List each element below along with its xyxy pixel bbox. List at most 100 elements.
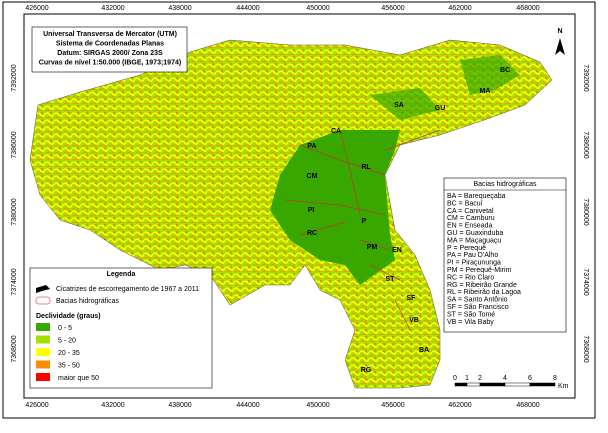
scale-bar: 0 1 2 4 6 8Km — [453, 375, 569, 390]
x-coord-label: 426000 — [25, 5, 48, 12]
basin-label: SA — [394, 102, 404, 109]
header-line: Universal Transversa de Mercator (UTM) — [43, 31, 177, 38]
y-coord-label: 7380000 — [582, 198, 589, 225]
scale-tick: 2 — [478, 375, 482, 382]
x-coord-label: 426000 — [25, 402, 48, 409]
plain-patch — [370, 55, 520, 120]
x-coord-label: 450000 — [306, 5, 329, 12]
x-coord-label: 444000 — [236, 5, 259, 12]
x-coord-label: 444000 — [236, 402, 259, 409]
scale-unit: Km — [558, 383, 569, 390]
basin-key-item: PM = Perequê-Mirim — [447, 267, 512, 274]
basin-label: BC — [500, 67, 510, 74]
class-swatch — [36, 335, 50, 344]
class-swatch — [36, 360, 50, 369]
x-coord-label: 468000 — [516, 5, 539, 12]
y-coord-label: 7374000 — [582, 268, 589, 295]
y-coord-label: 7368000 — [11, 335, 18, 362]
class-swatch — [36, 373, 50, 381]
x-coord-label: 468000 — [516, 402, 539, 409]
basin-key-item: PI = Piraçununga — [447, 260, 501, 267]
class-swatch — [36, 323, 50, 331]
basin-key-box — [443, 177, 567, 333]
slope-title: Declividade (graus) — [36, 313, 101, 320]
header-line: Datum: SIRGAS 2000/ Zona 23S — [57, 50, 163, 57]
basin-label: PM — [367, 244, 378, 251]
x-coord-label: 432000 — [101, 402, 124, 409]
y-coord-label: 7392000 — [582, 64, 589, 91]
scale-segment — [504, 382, 531, 387]
basin-key-item: ST = São Tomé — [447, 311, 495, 318]
header-line: Curvas de nível 1:50.000 (IBGE, 1973;197… — [39, 60, 181, 67]
y-coord-label: 7392000 — [11, 64, 18, 91]
north-label: N — [557, 28, 562, 35]
y-coord-label: 7386000 — [11, 131, 18, 158]
basin-key-item: CA = Canivetal — [447, 208, 494, 215]
scale-segment — [454, 382, 468, 387]
class-label: 5 - 20 — [58, 338, 76, 345]
y-coord-label: 7368000 — [582, 335, 589, 362]
basin-key-item: BC = Bacuí — [447, 200, 483, 207]
basin-key-item: RL = Ribeirão da Lagoa — [447, 289, 521, 296]
rivers — [284, 129, 441, 331]
basin-label: RG — [361, 367, 372, 374]
legend-item: Bacias hidrográficas — [56, 298, 120, 305]
scar-symbol — [36, 285, 50, 293]
basin-label: RC — [307, 230, 317, 237]
scale-segment — [529, 382, 556, 387]
basin-label: SF — [407, 295, 417, 302]
basin-key-item: EN = Enseada — [447, 223, 492, 230]
class-label: 35 - 50 — [58, 363, 80, 370]
basin-label: BA — [419, 347, 429, 354]
basin-label: P — [362, 218, 367, 225]
basin-key-item: P = Perequê — [447, 245, 486, 252]
legend-title: Legenda — [107, 271, 136, 278]
legend-item: Cicatrizes de escorregamento de 1967 a 2… — [56, 286, 199, 293]
class-label: 0 - 5 — [58, 325, 72, 332]
x-coord-label: 438000 — [168, 5, 191, 12]
x-coord-label: 432000 — [101, 5, 124, 12]
x-coord-label: 462000 — [448, 5, 471, 12]
basin-key-item: RC = Rio Claro — [447, 274, 494, 281]
coastal-plain — [270, 130, 400, 285]
legend-box — [29, 267, 213, 389]
x-coord-label: 462000 — [448, 402, 471, 409]
basin-symbol — [35, 296, 51, 305]
scale-tick: 4 — [503, 375, 507, 382]
basin-key-item: VB = Vila Baby — [447, 319, 494, 326]
basin-key-title: Bacias hidrográficas — [473, 181, 537, 188]
basin-label: VB — [409, 317, 419, 324]
basin-label: EN — [392, 247, 402, 254]
x-coord-label: 450000 — [306, 402, 329, 409]
header-box — [31, 26, 188, 73]
basin-label: ST — [386, 276, 396, 283]
basin-label: RL — [361, 164, 371, 171]
scale-tick: 1 — [465, 375, 469, 382]
basin-key-item: MA = Maçaguaçu — [447, 237, 501, 244]
basin-label: CM — [307, 173, 318, 180]
basin-key-item: CM = Camburu — [447, 215, 495, 222]
basin-label: PA — [307, 143, 316, 150]
basin-label: CA — [331, 128, 341, 135]
x-coord-label: 438000 — [168, 402, 191, 409]
basin-key-item: SA = Santo Antônio — [447, 297, 508, 304]
scale-tick: 0 — [453, 375, 457, 382]
x-coord-label: 456000 — [381, 402, 404, 409]
basin-key-item: RG = Ribeirão Grande — [447, 282, 517, 289]
scale-segment — [466, 382, 481, 387]
basin-label: GU — [435, 105, 446, 112]
basin-key-item: PA = Pau D'Alho — [447, 252, 498, 259]
header-line: Sistema de Coordenadas Planas — [56, 41, 164, 48]
y-coord-label: 7386000 — [582, 131, 589, 158]
basin-label: MA — [480, 88, 491, 95]
y-coord-label: 7374000 — [11, 268, 18, 295]
x-coord-label: 456000 — [381, 5, 404, 12]
basin-key-item: BA = Barequeçaba — [447, 193, 506, 200]
basin-key-item: GU = Guaxinduba — [447, 230, 503, 237]
basin-label: PI — [308, 207, 315, 214]
class-swatch — [36, 348, 50, 356]
basin-key-item: SF = São Francisco — [447, 304, 509, 311]
north-arrow — [555, 38, 565, 55]
scale-tick: 8 — [553, 375, 557, 382]
scale-tick: 6 — [528, 375, 532, 382]
